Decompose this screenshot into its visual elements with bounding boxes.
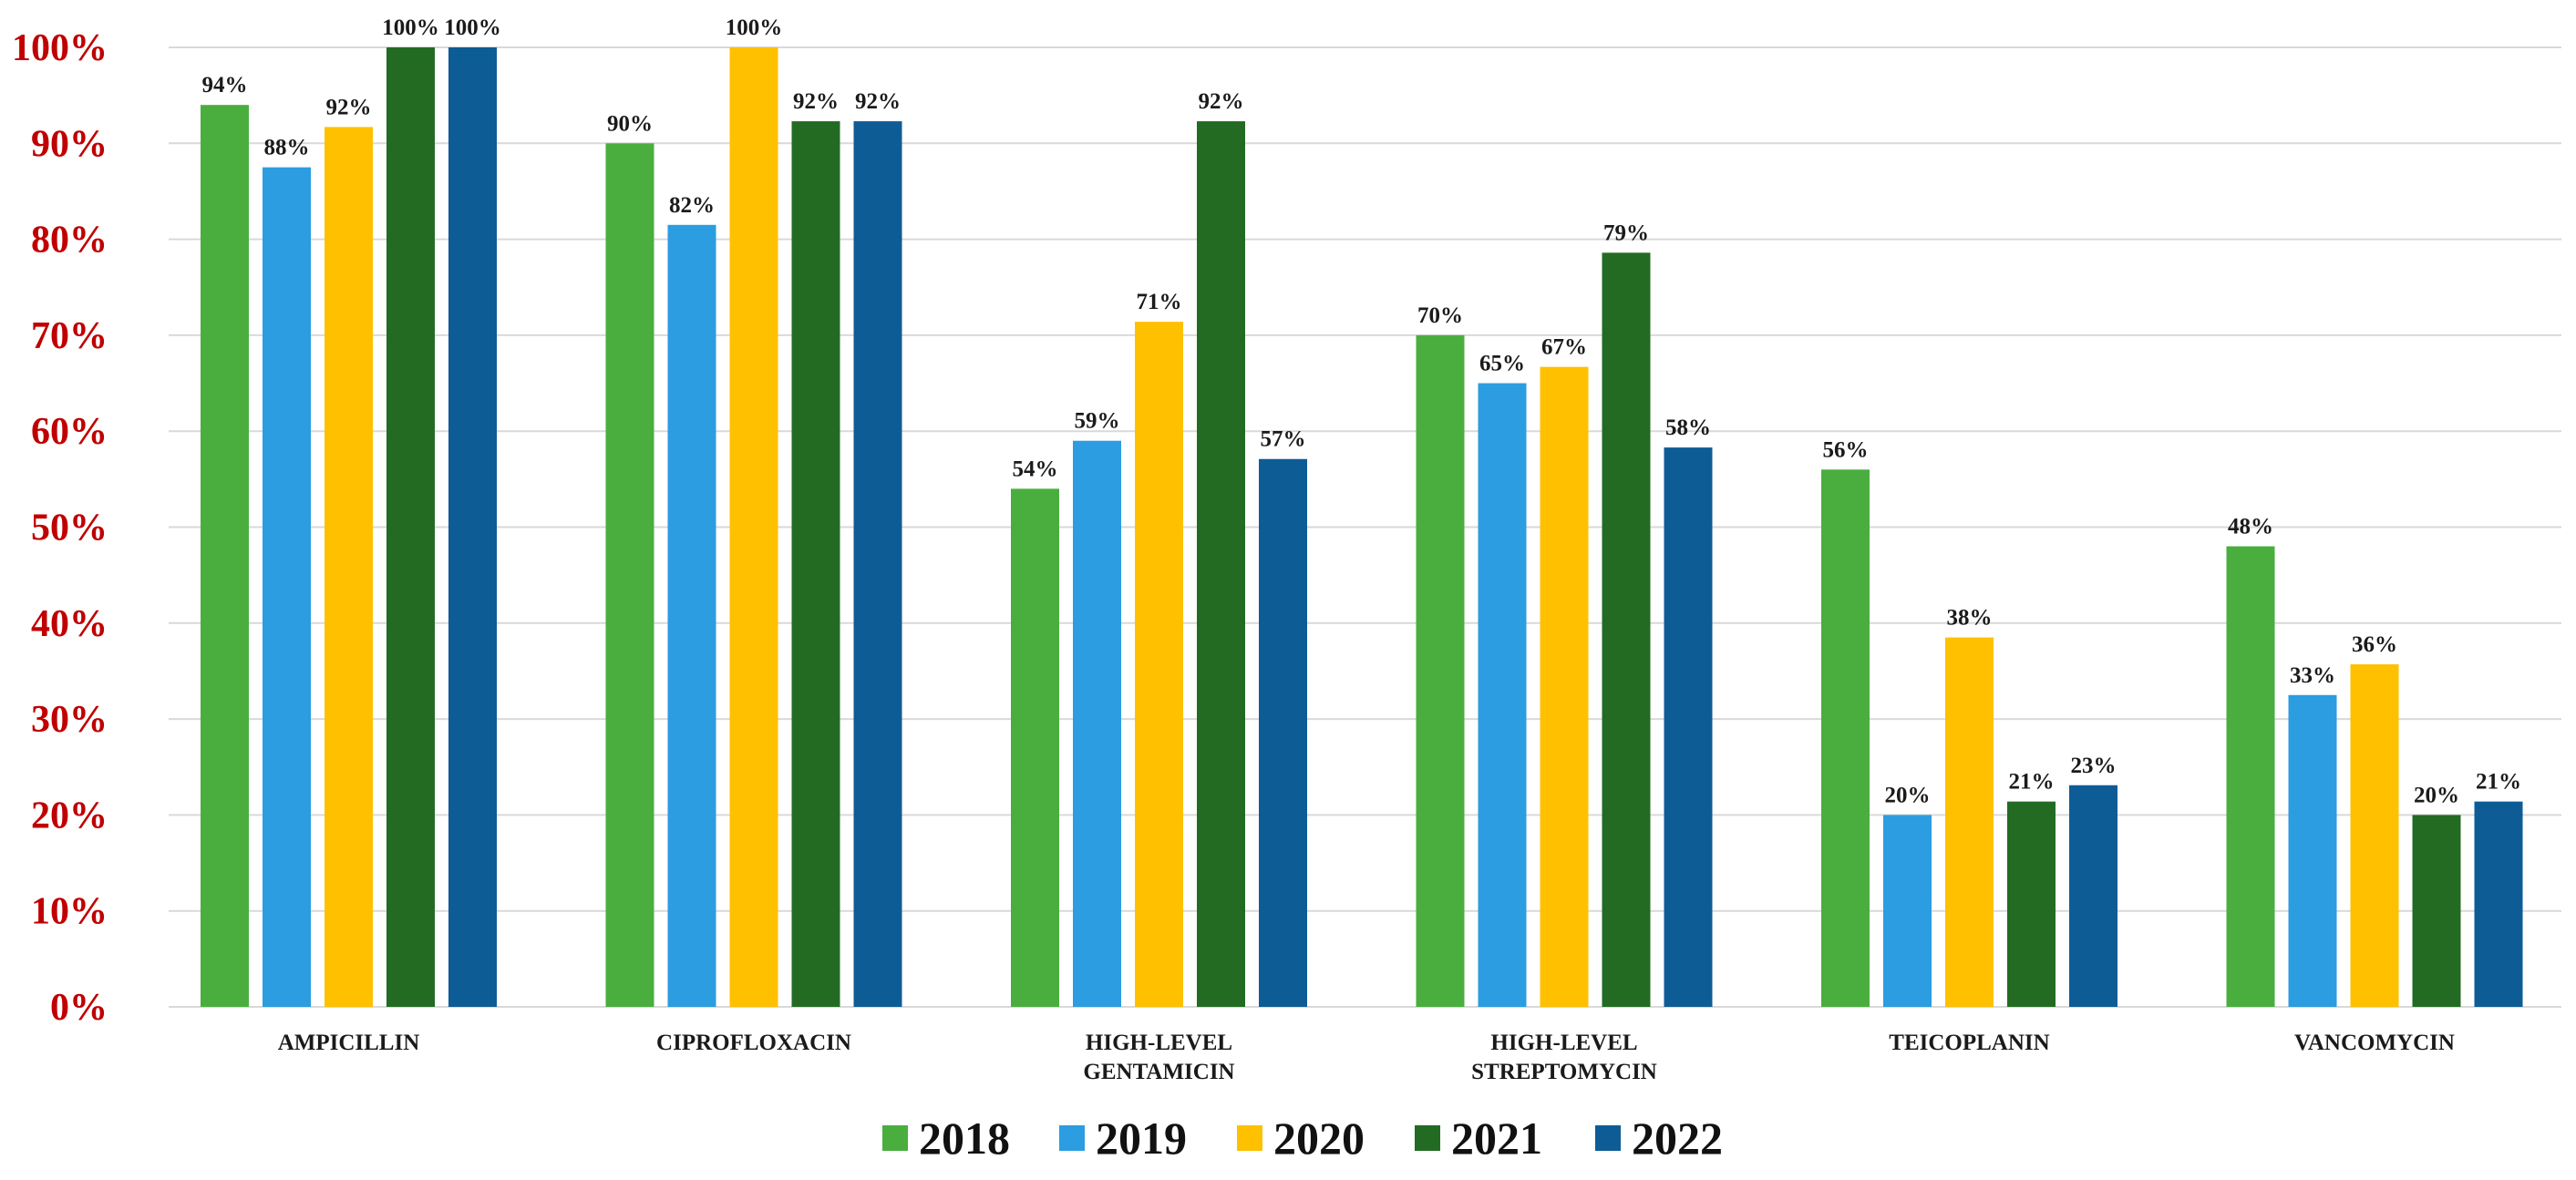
category-label: VANCOMYCIN [2294,1031,2455,1055]
category-label: TEICOPLANIN [1889,1031,2049,1055]
y-tick-label: 90% [31,123,108,165]
category-label: HIGH-LEVEL [1490,1031,1637,1055]
x-axis-categories: AMPICILLIN CIPROFLOXACIN HIGH-LEVEL GENTAMI… [278,1031,2455,1084]
data-label-2022-5: 21% [2476,770,2521,795]
data-label-2021-5: 20% [2414,783,2459,807]
data-label-2020-3: 67% [1541,335,1587,360]
bar-2018-0 [201,105,249,1008]
bar-2020-5 [2350,664,2399,1007]
bar-2022-4 [2069,785,2117,1007]
data-label-2020-0: 92% [326,95,372,119]
bar-2019-0 [263,167,311,1007]
data-label-2019-1: 82% [669,193,715,218]
bar-2021-2 [1197,121,1245,1007]
data-label-2022-4: 23% [2071,754,2117,778]
data-label-2018-4: 56% [1823,437,1869,462]
data-label-2019-3: 65% [1479,352,1525,376]
bars [201,47,2523,1008]
bar-2019-1 [667,224,716,1007]
bar-2022-0 [448,47,497,1007]
data-label-2018-2: 54% [1013,457,1058,481]
bar-2021-3 [1602,252,1651,1007]
legend-swatch-2019 [1059,1125,1085,1151]
y-tick-label: 10% [31,891,108,933]
legend-label-2018: 2018 [919,1113,1010,1164]
bar-2018-2 [1011,488,1059,1007]
data-label-2020-2: 71% [1137,290,1182,314]
data-label-2021-4: 21% [2009,770,2055,795]
category-label: AMPICILLIN [278,1031,420,1055]
legend-swatch-2022 [1595,1125,1621,1151]
bar-2021-4 [2007,801,2056,1007]
y-tick-label: 30% [31,699,108,741]
data-label-2019-0: 88% [264,136,310,160]
data-label-2020-5: 36% [2352,632,2397,657]
data-label-2018-0: 94% [202,73,248,97]
bar-2022-1 [853,121,902,1007]
data-label-2018-3: 70% [1417,303,1463,328]
legend-label-2021: 2021 [1451,1113,1542,1164]
bar-2018-5 [2226,546,2275,1007]
data-label-2020-1: 100% [726,15,783,40]
data-label-2022-0: 100% [444,15,501,40]
category-label: HIGH-LEVEL [1086,1031,1232,1055]
bar-2019-5 [2288,694,2337,1007]
bar-2018-4 [1821,469,1870,1007]
bar-2018-1 [605,143,654,1008]
data-label-2018-5: 48% [2228,515,2273,539]
data-label-2022-1: 92% [855,89,901,114]
bar-2019-3 [1478,383,1527,1007]
data-label-2021-1: 92% [793,89,839,114]
bar-2019-4 [1883,815,1932,1007]
legend-swatch-2021 [1415,1125,1440,1151]
data-label-2022-3: 58% [1665,416,1711,440]
legend-label-2019: 2019 [1096,1113,1187,1164]
bar-2022-3 [1664,447,1713,1007]
bar-2020-3 [1540,366,1589,1007]
data-label-2019-4: 20% [1885,783,1931,807]
data-label-2021-2: 92% [1199,89,1244,114]
data-labels: 94% 90% 54% 70% 56% 48% 88% 82% 59% 65% 20% 33% 92% 1… [202,15,2522,807]
data-label-2018-1: 90% [607,111,653,136]
y-tick-label: 20% [31,795,108,836]
bar-2020-1 [729,47,778,1007]
bar-2022-2 [1259,458,1307,1007]
legend-label-2022: 2022 [1632,1113,1723,1164]
y-axis-ticks: 0% 10% 20% 30% 40% 50% 60% 70% 80% 90% 100% [12,27,108,1029]
y-tick-label: 70% [31,315,108,357]
bar-2021-1 [791,121,840,1007]
bar-2020-4 [1945,637,1994,1007]
y-tick-label: 100% [12,27,108,69]
bar-2022-5 [2474,801,2523,1007]
data-label-2022-2: 57% [1261,427,1306,452]
data-label-2019-5: 33% [2290,663,2335,688]
bar-2021-5 [2412,815,2461,1007]
y-tick-label: 40% [31,603,108,645]
legend-label-2020: 2020 [1273,1113,1365,1164]
y-tick-label: 80% [31,220,108,262]
category-label: GENTAMICIN [1083,1060,1234,1084]
legend-swatch-2020 [1237,1125,1262,1151]
legend-swatch-2018 [882,1125,908,1151]
legend: 2018 2019 2020 2021 2022 [882,1113,1723,1164]
bar-2018-3 [1416,334,1465,1007]
data-label-2020-4: 38% [1947,606,1993,631]
data-label-2021-0: 100% [382,15,439,40]
y-tick-label: 50% [31,508,108,549]
gridlines [169,46,2561,1008]
bar-2020-0 [325,127,373,1008]
y-tick-label: 0% [50,987,108,1029]
bar-2021-0 [386,47,435,1007]
category-label: CIPROFLOXACIN [656,1031,851,1055]
bar-2020-2 [1135,322,1183,1008]
y-tick-label: 60% [31,411,108,453]
category-label: STREPTOMYCIN [1471,1060,1657,1084]
data-label-2021-3: 79% [1603,221,1649,245]
bar-2019-2 [1073,440,1121,1008]
data-label-2019-2: 59% [1075,409,1120,434]
